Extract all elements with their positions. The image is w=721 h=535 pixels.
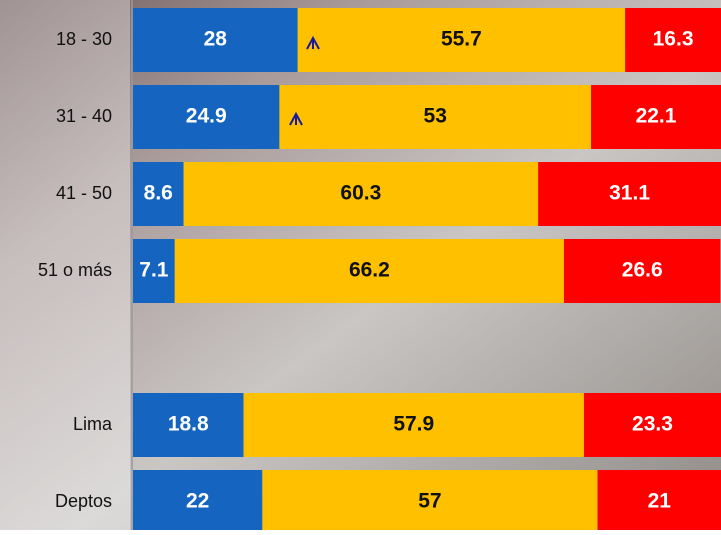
value-label: 23.3 — [632, 413, 673, 436]
value-label: 26.6 — [622, 259, 663, 282]
value-label: 16.3 — [653, 28, 694, 51]
value-label: 8.6 — [144, 182, 173, 205]
y-tick-label: 18 - 30 — [56, 29, 112, 49]
value-label: 31.1 — [609, 182, 650, 205]
y-tick-label: Lima — [73, 414, 113, 434]
y-tick-label: 51 o más — [38, 260, 112, 280]
value-label: 22.1 — [636, 105, 677, 128]
value-label: 28 — [204, 28, 228, 51]
chart: 18 - 30 28 55.7 16.3 31 - 40 24.9 53 22.1 41 - 5… — [0, 0, 721, 530]
value-label: 60.3 — [340, 182, 381, 205]
value-label: 57 — [418, 490, 441, 513]
y-tick-label: Deptos — [55, 491, 112, 511]
value-label: 66.2 — [349, 259, 390, 282]
value-label: 57.9 — [393, 413, 434, 436]
value-label: 21 — [648, 490, 672, 513]
bars: 18 - 30 28 55.7 16.3 31 - 40 24.9 53 22.1 41 - 5… — [38, 8, 721, 530]
value-label: 55.7 — [441, 28, 482, 51]
y-tick-label: 31 - 40 — [56, 106, 112, 126]
y-tick-label: 41 - 50 — [56, 183, 112, 203]
value-label: 18.8 — [168, 413, 209, 436]
value-label: 7.1 — [139, 259, 169, 282]
value-label: 22 — [186, 490, 209, 513]
value-label: 53 — [424, 105, 447, 128]
value-label: 24.9 — [186, 105, 227, 128]
